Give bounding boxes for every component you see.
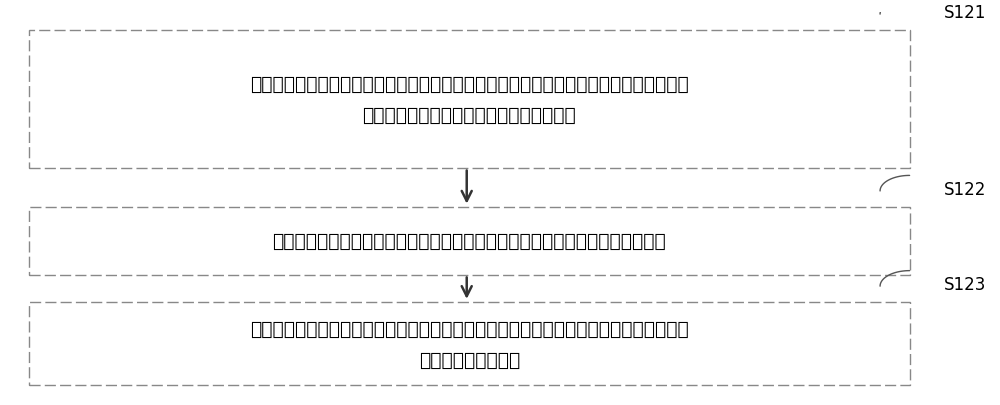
Text: 在所述第一仿真系统中直驱风机母线接入处注入谐波电压，在包含所述次同步频段的频率
范围内连续调节所述谐波电压的电压频率；: 在所述第一仿真系统中直驱风机母线接入处注入谐波电压，在包含所述次同步频段的频率 …: [250, 75, 689, 124]
Text: S121: S121: [944, 4, 986, 22]
Text: S123: S123: [944, 275, 986, 294]
Text: 获取在各所述电压频率下所述第一仿真系统中直驱风机接入口处的电压和电流；: 获取在各所述电压频率下所述第一仿真系统中直驱风机接入口处的电压和电流；: [272, 231, 666, 250]
Bar: [29, 302, 910, 385]
Bar: [29, 207, 910, 275]
Text: 根据所述直驱风机接入口处的电压和电流计算得到所述单个直驱风机在所述次同步频段的
直驱风机阻抗特性。: 根据所述直驱风机接入口处的电压和电流计算得到所述单个直驱风机在所述次同步频段的 …: [250, 319, 689, 369]
Bar: [29, 31, 910, 168]
Text: S122: S122: [944, 181, 986, 198]
